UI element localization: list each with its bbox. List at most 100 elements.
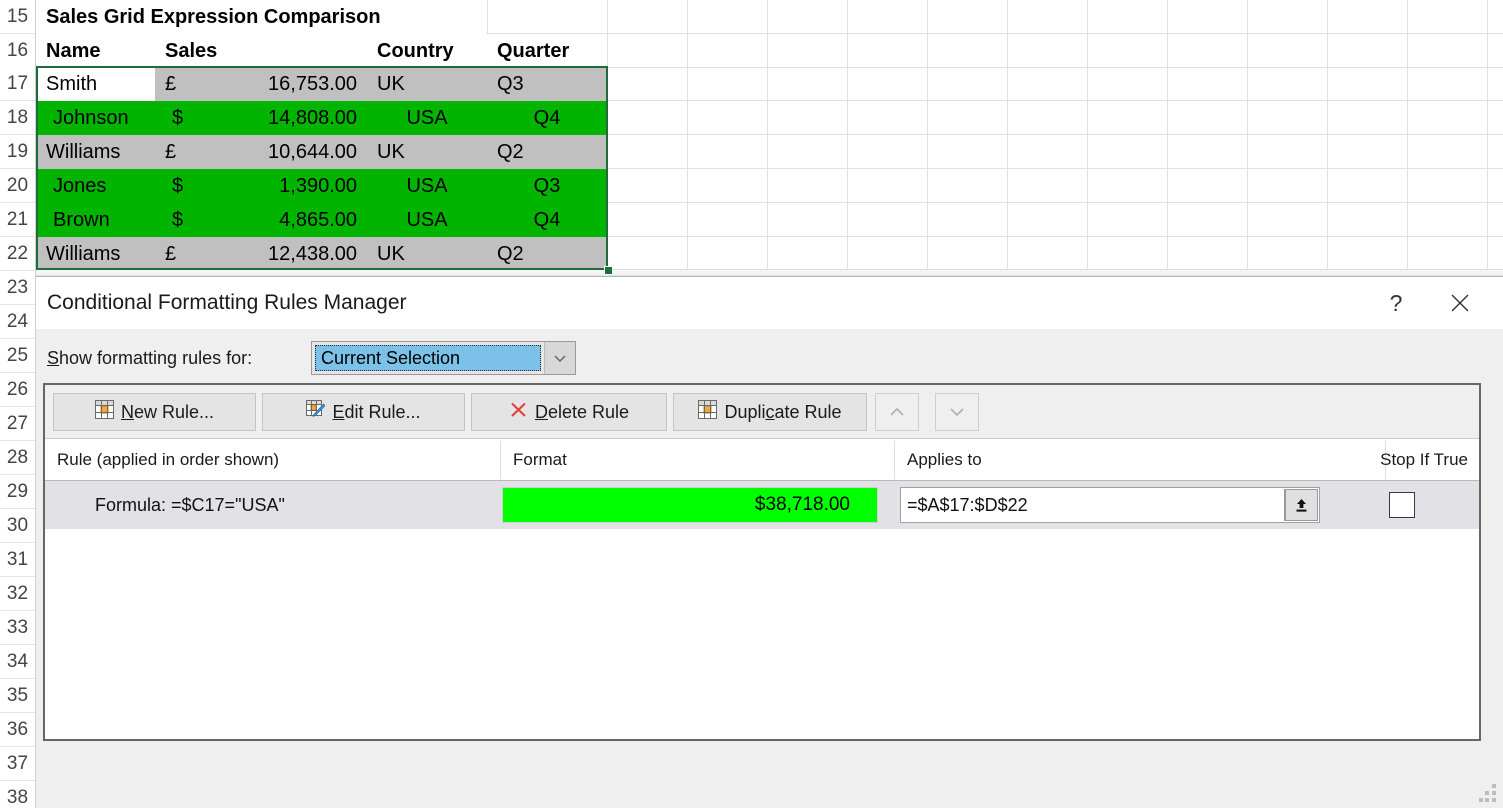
cell-quarter-r22[interactable]: Q2 (487, 237, 607, 271)
applies-to-field[interactable] (900, 487, 1320, 523)
new-rule-accel: N (120, 401, 134, 422)
edit-rule-accel: E (332, 401, 345, 422)
cell-amount-r20[interactable]: 1,390.00 (195, 169, 367, 203)
row-header-37[interactable]: 37 (0, 747, 35, 781)
show-formatting-rules-label: Show formatting rules for: (47, 348, 252, 369)
delete-rule-label-rest: elete Rule (547, 401, 630, 422)
row-header-18[interactable]: 18 (0, 101, 35, 135)
cell-currency-r22[interactable]: £ (155, 237, 195, 271)
move-rule-down-button[interactable] (935, 393, 979, 431)
show-formatting-rules-for-select[interactable]: Current Selection (311, 341, 576, 375)
cell-currency-r17[interactable]: £ (155, 67, 195, 101)
row-header-22[interactable]: 22 (0, 237, 35, 271)
row-header-38[interactable]: 38 (0, 781, 35, 808)
move-rule-up-button[interactable] (875, 393, 919, 431)
row-header-29[interactable]: 29 (0, 475, 35, 509)
row-header-30[interactable]: 30 (0, 509, 35, 543)
new-rule-button[interactable]: New Rule... (53, 393, 256, 431)
row-header-33[interactable]: 33 (0, 611, 35, 645)
cell-currency-r18[interactable]: $ (155, 101, 195, 135)
cell-quarter-r21[interactable]: Q4 (487, 203, 607, 237)
gridline-horizontal (35, 67, 1503, 68)
cell-country-r18[interactable]: USA (367, 101, 487, 135)
cell-name-r18[interactable]: Johnson (36, 101, 155, 135)
row-header-26[interactable]: 26 (0, 373, 35, 407)
chevron-down-icon[interactable] (544, 342, 575, 374)
cell-country-r22[interactable]: UK (367, 237, 487, 271)
row-header-36[interactable]: 36 (0, 713, 35, 747)
cell-quarter-r20[interactable]: Q3 (487, 169, 607, 203)
close-icon[interactable] (1439, 285, 1481, 321)
delete-rule-button[interactable]: Delete Rule (471, 393, 667, 431)
header-separator (894, 441, 895, 479)
help-icon[interactable]: ? (1375, 285, 1417, 321)
cell-header-sales[interactable]: Sales (155, 34, 367, 68)
row-header-column: 15 16 17 18 19 20 21 22 23 24 25 26 27 28 29 30 31 32 33 34… (0, 0, 36, 808)
cell-country-r21[interactable]: USA (367, 203, 487, 237)
cell-amount-r19[interactable]: 10,644.00 (195, 135, 367, 169)
row-header-34[interactable]: 34 (0, 645, 35, 679)
cell-header-quarter[interactable]: Quarter (487, 34, 607, 68)
gridline-horizontal (35, 236, 1503, 237)
row-header-15[interactable]: 15 (0, 0, 35, 34)
stop-if-true-checkbox[interactable] (1389, 492, 1415, 518)
column-header-stop-if-true: Stop If True (1380, 449, 1468, 469)
column-header-format: Format (513, 449, 567, 469)
rule-row[interactable]: Formula: =$C17="USA" $38,718.00 (45, 481, 1479, 529)
edit-rule-button[interactable]: Edit Rule... (262, 393, 465, 431)
row-header-24[interactable]: 24 (0, 305, 35, 339)
cell-amount-r21[interactable]: 4,865.00 (195, 203, 367, 237)
cell-country-r17[interactable]: UK (367, 67, 487, 101)
cell-currency-r21[interactable]: $ (155, 203, 195, 237)
row-header-25[interactable]: 25 (0, 339, 35, 373)
duplicate-rule-label: Duplicate Rule (724, 402, 841, 423)
cell-name-r19[interactable]: Williams (36, 135, 155, 169)
duplicate-rule-button[interactable]: Duplicate Rule (673, 393, 867, 431)
row-header-35[interactable]: 35 (0, 679, 35, 713)
row-header-31[interactable]: 31 (0, 543, 35, 577)
format-preview[interactable]: $38,718.00 (502, 487, 878, 523)
row-header-19[interactable]: 19 (0, 135, 35, 169)
cell-name-r21[interactable]: Brown (36, 203, 155, 237)
row-header-20[interactable]: 20 (0, 169, 35, 203)
cell-currency-r20[interactable]: $ (155, 169, 195, 203)
cell-title[interactable]: Sales Grid Expression Comparison (36, 0, 486, 34)
cell-name-r20[interactable]: Jones (36, 169, 155, 203)
resize-grip-icon[interactable] (1479, 784, 1497, 802)
cell-quarter-r17[interactable]: Q3 (487, 67, 607, 101)
cell-country-r20[interactable]: USA (367, 169, 487, 203)
cell-name-r17[interactable]: Smith (36, 67, 155, 101)
new-rule-icon (94, 400, 114, 424)
cell-header-name[interactable]: Name (36, 34, 155, 68)
row-header-23[interactable]: 23 (0, 271, 35, 305)
range-selector-button[interactable] (1284, 489, 1318, 521)
cell-header-country[interactable]: Country (367, 34, 487, 68)
cell-name-r22[interactable]: Williams (36, 237, 155, 271)
chevron-down-icon (950, 408, 964, 417)
row-header-17[interactable]: 17 (0, 67, 35, 101)
cell-amount-r17[interactable]: 16,753.00 (195, 67, 367, 101)
rule-name: Formula: =$C17="USA" (95, 494, 285, 515)
dialog-title: Conditional Formatting Rules Manager (47, 291, 407, 314)
applies-to-input[interactable] (901, 488, 1285, 522)
row-header-32[interactable]: 32 (0, 577, 35, 611)
duplicate-rule-icon (698, 400, 718, 424)
help-glyph: ? (1389, 289, 1403, 316)
cell-quarter-r18[interactable]: Q4 (487, 101, 607, 135)
cell-quarter-r19[interactable]: Q2 (487, 135, 607, 169)
rules-table-header: Rule (applied in order shown) Format App… (45, 439, 1479, 481)
cell-amount-r18[interactable]: 14,808.00 (195, 101, 367, 135)
row-header-21[interactable]: 21 (0, 203, 35, 237)
selection-fill-handle[interactable] (604, 266, 613, 275)
show-for-label-rest: how formatting rules for: (59, 348, 253, 368)
cell-country-r19[interactable]: UK (367, 135, 487, 169)
cell-amount-r22[interactable]: 12,438.00 (195, 237, 367, 271)
delete-rule-label: Delete Rule (535, 402, 629, 423)
row-header-28[interactable]: 28 (0, 441, 35, 475)
edit-rule-label-rest: dit Rule... (344, 401, 421, 422)
cell-currency-r19[interactable]: £ (155, 135, 195, 169)
row-header-16[interactable]: 16 (0, 34, 35, 68)
row-header-27[interactable]: 27 (0, 407, 35, 441)
conditional-formatting-rules-manager-dialog: Conditional Formatting Rules Manager ? S… (29, 276, 1503, 808)
